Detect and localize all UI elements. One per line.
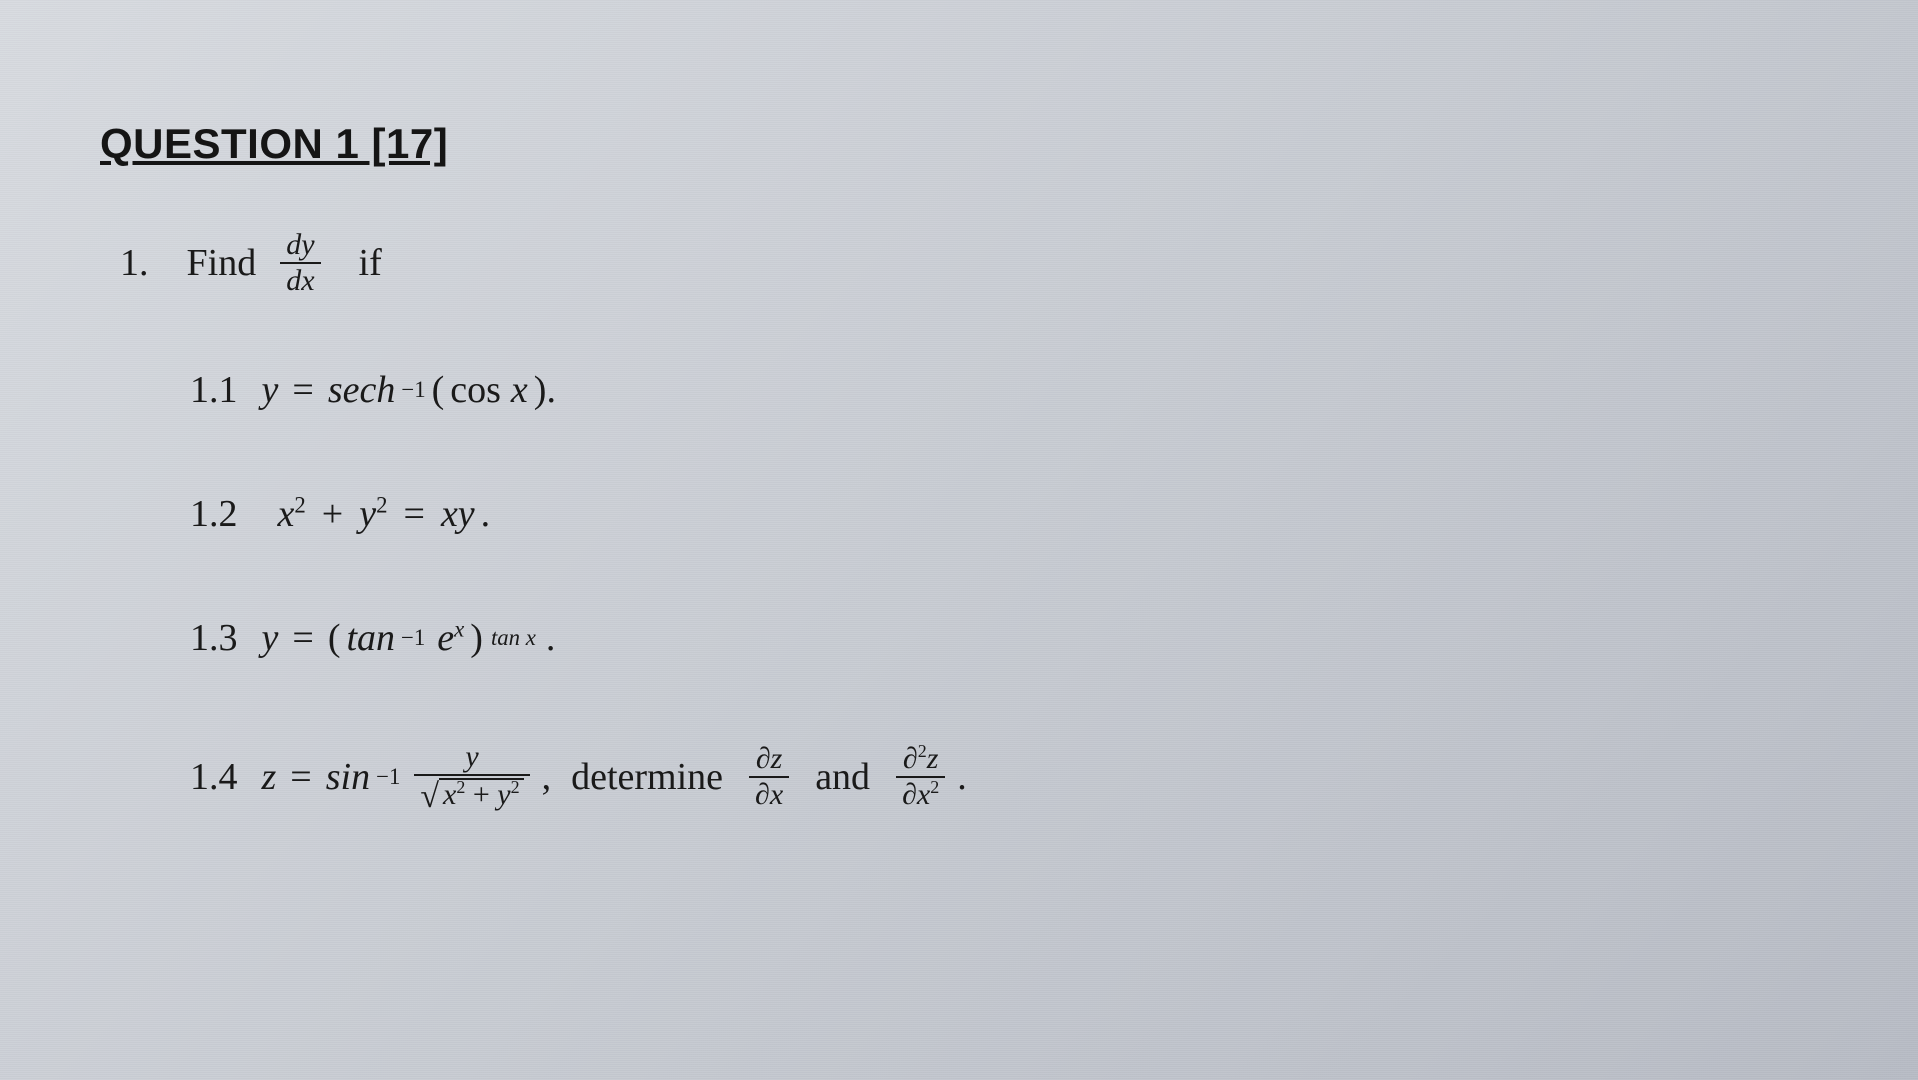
var-y: y xyxy=(262,368,279,412)
rparen-period: ). xyxy=(534,368,556,412)
y-squared: y2 xyxy=(359,492,387,536)
problem-1-4: 1.4 z = sin −1 y √ x2 + y2 , determine xyxy=(190,740,1700,814)
problem-1-3: 1.3 y = ( tan −1 ex ) tan x . xyxy=(190,616,1700,660)
frac-bot: √ x2 + y2 xyxy=(414,776,529,814)
x-squared: x2 xyxy=(278,492,306,536)
sqrt-expr: √ x2 + y2 xyxy=(420,778,523,812)
radical-icon: √ xyxy=(420,780,439,814)
if-word: if xyxy=(359,241,382,285)
sin-func: sin xyxy=(326,755,370,799)
e-to-x: ex xyxy=(437,616,464,660)
problem-1-1: 1.1 y = sech −1 ( cos x ). xyxy=(190,368,1700,412)
dz-top: ∂z xyxy=(750,742,789,776)
problem-1-intro: 1. Find dy dx if xyxy=(120,228,1700,298)
subproblem-number-1-4: 1.4 xyxy=(190,755,238,799)
dx-bot: ∂x xyxy=(749,778,789,812)
dx-denominator: dx xyxy=(280,264,320,298)
determine-word: determine xyxy=(571,755,723,799)
period: . xyxy=(957,755,967,799)
sech-func: sech xyxy=(328,368,396,412)
arg-fraction: y √ x2 + y2 xyxy=(414,740,529,814)
var-y: y xyxy=(262,616,279,660)
question-heading: QUESTION 1 [17] xyxy=(100,120,1700,168)
d2z-top: ∂2z xyxy=(897,742,945,776)
subproblem-number-1-1: 1.1 xyxy=(190,368,238,412)
equals: = xyxy=(292,616,313,660)
dy-numerator: dy xyxy=(280,228,320,262)
lparen: ( xyxy=(432,368,445,412)
dz-dx-fraction: ∂z ∂x xyxy=(749,742,789,812)
question-page: QUESTION 1 [17] 1. Find dy dx if 1.1 y =… xyxy=(100,120,1700,814)
var-x: x xyxy=(511,368,528,412)
problem-number-1: 1. xyxy=(120,241,149,285)
radicand: x2 + y2 xyxy=(439,778,524,812)
rparen: ) xyxy=(470,616,483,660)
equals: = xyxy=(292,368,313,412)
tan-func: tan xyxy=(346,616,395,660)
and-word: and xyxy=(815,755,870,799)
comma: , xyxy=(542,755,552,799)
d2z-dx2-fraction: ∂2z ∂x2 xyxy=(896,742,945,812)
equals: = xyxy=(404,492,425,536)
xy-term: xy xyxy=(441,492,475,536)
subproblem-number-1-3: 1.3 xyxy=(190,616,238,660)
subproblem-number-1-2: 1.2 xyxy=(190,492,238,536)
period: . xyxy=(481,492,491,536)
plus: + xyxy=(322,492,343,536)
d2z-bot: ∂x2 xyxy=(896,778,945,812)
problem-1-2: 1.2 x2 + y2 = xy . xyxy=(190,492,1700,536)
find-word: Find xyxy=(187,241,257,285)
cos-func: cos xyxy=(450,368,501,412)
var-z: z xyxy=(262,755,277,799)
frac-top-y: y xyxy=(459,740,484,774)
equals: = xyxy=(290,755,311,799)
lparen: ( xyxy=(328,616,341,660)
period: . xyxy=(546,616,556,660)
dy-dx-fraction: dy dx xyxy=(280,228,320,298)
